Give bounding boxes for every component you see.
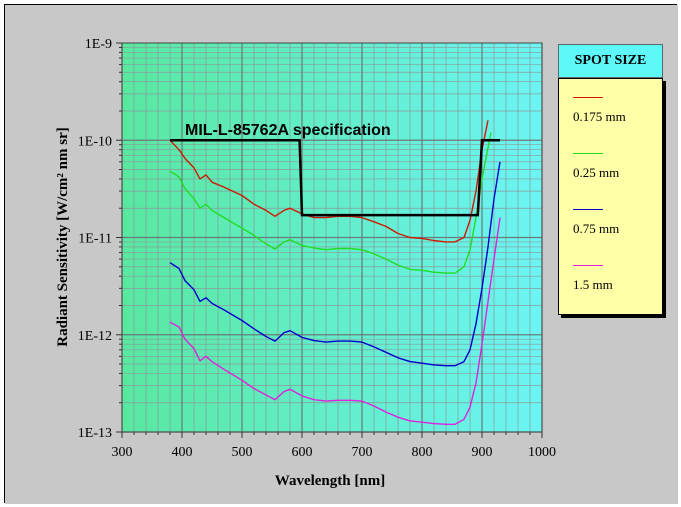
legend-swatch	[573, 209, 603, 210]
y-tick-label: 1E-11	[78, 232, 112, 247]
spec-line	[170, 139, 500, 217]
legend-item: 1.5 mm	[559, 249, 662, 299]
x-axis-label: Wavelength [nm]	[275, 473, 385, 489]
legend-label: 0.175 mm	[573, 109, 626, 124]
series-line-1-5-mm	[169, 217, 501, 425]
y-tick-label: 1E-9	[85, 37, 112, 52]
x-tick-label: 1000	[528, 445, 556, 460]
x-tick-label: 400	[172, 445, 193, 460]
legend: SPOT SIZE 0.175 mm 0.25 mm 0.75 mm 1.5 mm	[558, 44, 663, 315]
axis-ticks	[116, 42, 543, 438]
legend-swatch	[573, 97, 603, 98]
series-group	[169, 120, 501, 425]
x-tick-label: 500	[232, 445, 253, 460]
legend-label: 0.75 mm	[573, 221, 620, 236]
legend-swatch	[573, 153, 603, 154]
legend-body: 0.175 mm 0.25 mm 0.75 mm 1.5 mm	[558, 78, 663, 315]
legend-item: 0.25 mm	[559, 137, 662, 187]
tick-labels: 300 400 500 600 700 800 900 1000 1E-13 1E-12 1E-11…	[78, 37, 556, 460]
series-line-0-175-mm	[169, 120, 489, 243]
legend-swatch	[573, 265, 603, 266]
x-tick-label: 300	[112, 445, 133, 460]
legend-label: 0.25 mm	[573, 165, 620, 180]
series-line-0-25-mm	[169, 132, 492, 274]
chart-frame: 300 400 500 600 700 800 900 1000 1E-13 1E-12 1E-11…	[4, 4, 678, 504]
y-tick-label: 1E-13	[78, 426, 112, 441]
x-tick-label: 800	[412, 445, 433, 460]
y-tick-label: 1E-10	[78, 134, 112, 149]
x-tick-label: 900	[472, 445, 493, 460]
y-axis-label: Radiant Sensitivity [W/cm² nm sr]	[55, 127, 71, 347]
spec-annotation: MIL-L-85762A specification	[185, 122, 391, 139]
legend-item: 0.75 mm	[559, 193, 662, 243]
legend-label: 1.5 mm	[573, 277, 613, 292]
x-tick-label: 600	[292, 445, 313, 460]
y-tick-label: 1E-12	[78, 329, 112, 344]
series-line-0-75-mm	[169, 161, 501, 367]
x-tick-label: 700	[352, 445, 373, 460]
legend-item: 0.175 mm	[559, 81, 662, 131]
legend-title: SPOT SIZE	[558, 44, 663, 78]
